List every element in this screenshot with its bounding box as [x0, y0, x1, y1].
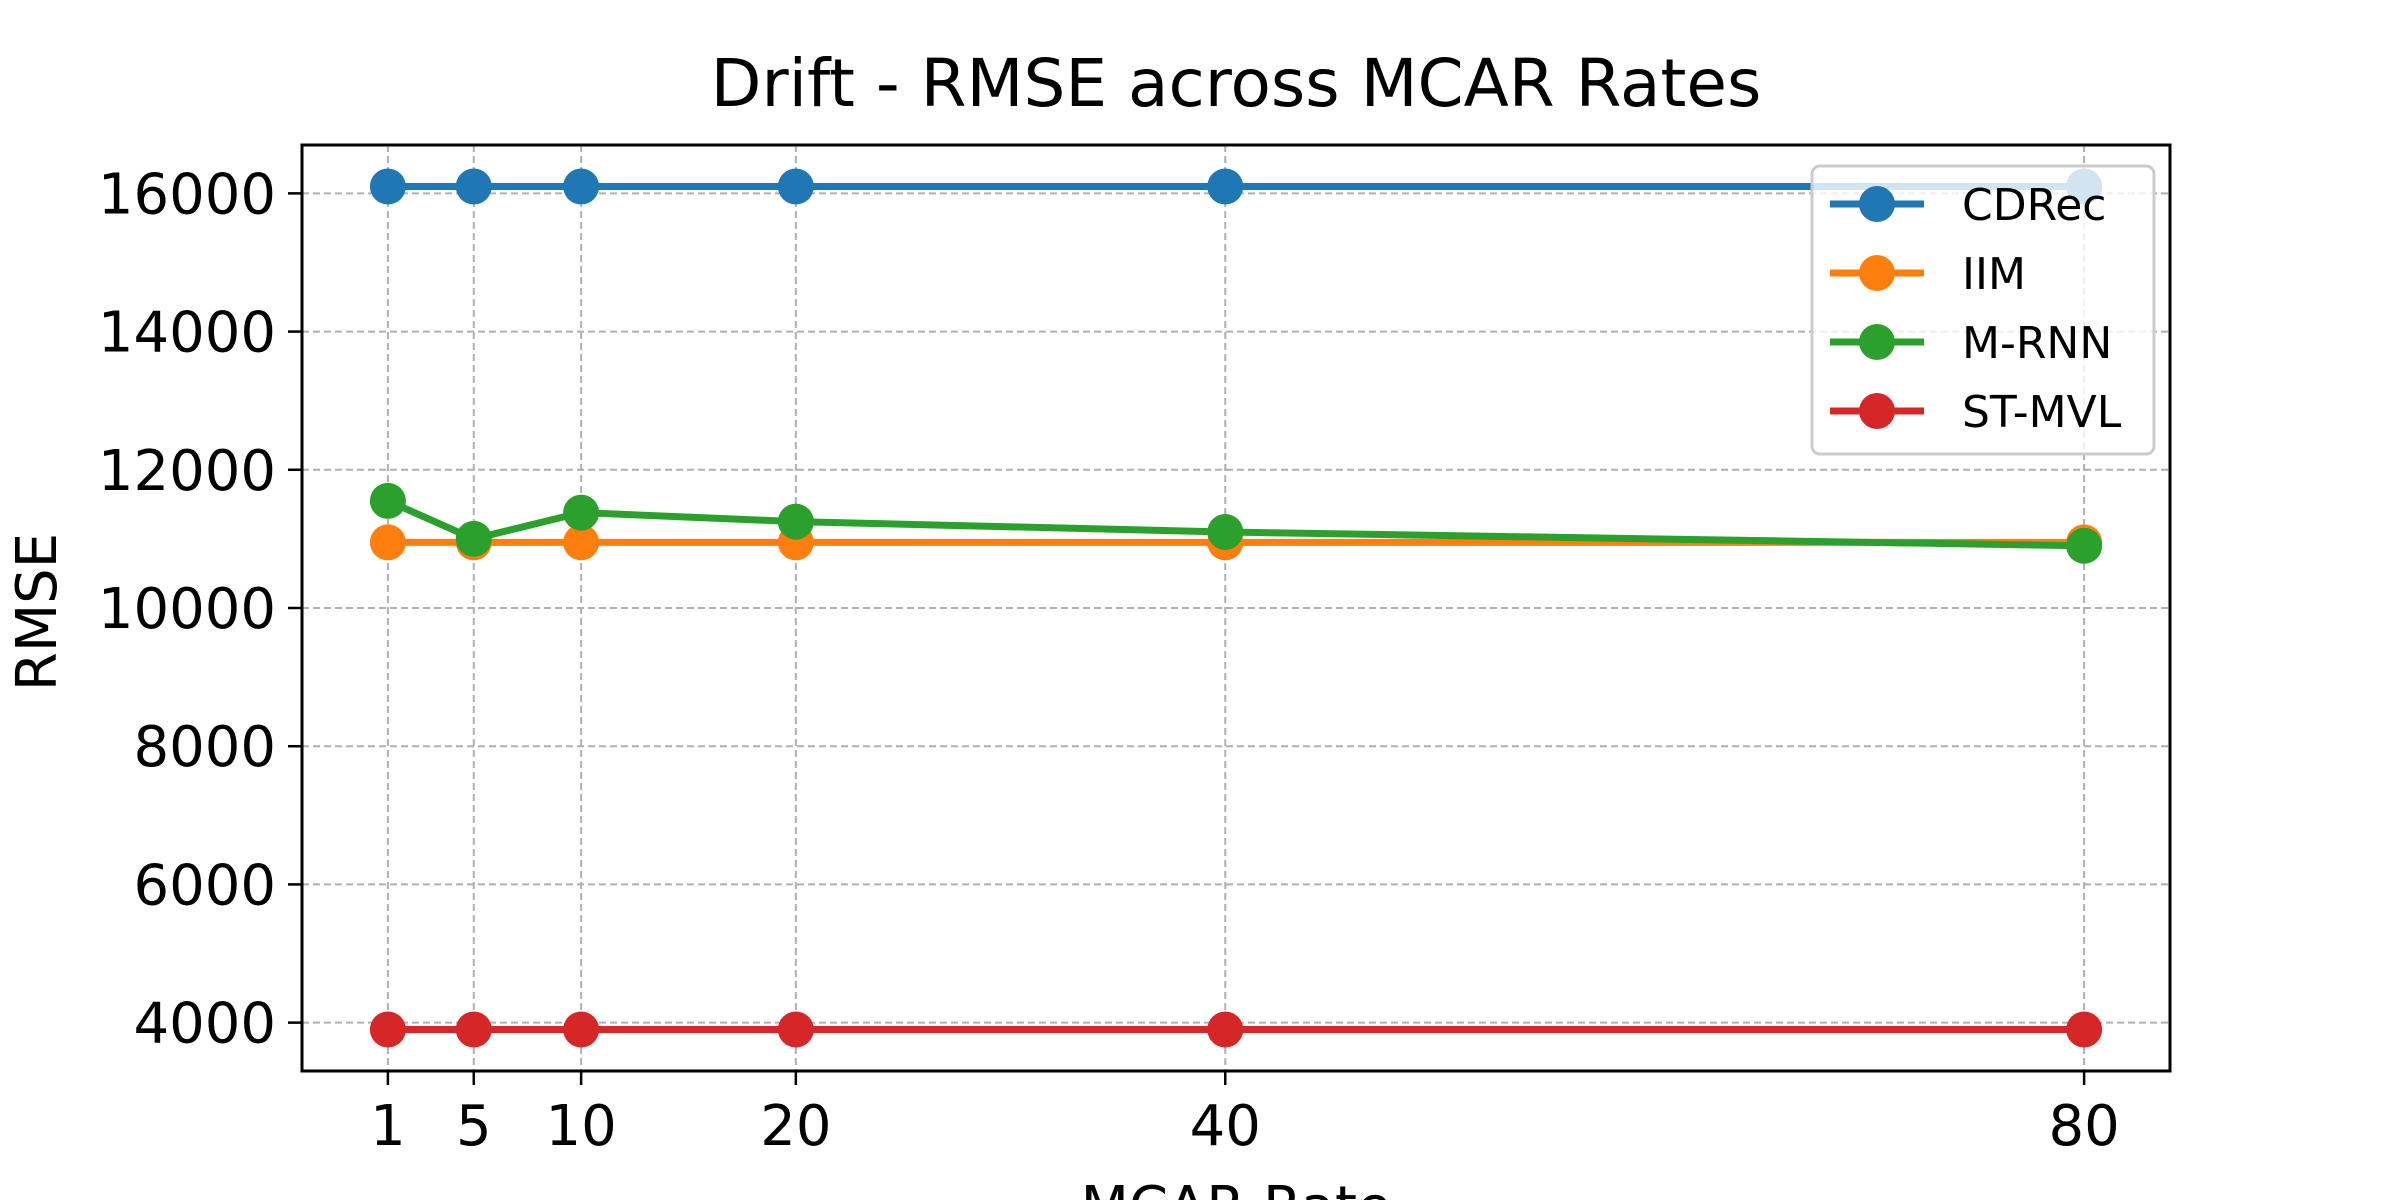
x-tick-label: 80	[2048, 1094, 2119, 1159]
legend-item: CDRec	[1830, 180, 2106, 231]
data-point	[455, 1011, 492, 1048]
legend-item: ST-MVL	[1830, 387, 2122, 438]
data-point	[1207, 513, 1244, 550]
data-point	[369, 1011, 406, 1048]
y-axis-label: RMSE	[5, 533, 70, 691]
legend-swatch-marker	[1859, 186, 1895, 222]
data-point	[455, 168, 492, 205]
data-point	[2066, 1011, 2103, 1048]
data-point	[563, 168, 600, 205]
axis-ticks: 1 5 10 20 40 80 4000 6000 8000 10000 12000 14000 160…	[98, 162, 2120, 1159]
data-point	[369, 482, 406, 519]
x-tick-label: 20	[760, 1094, 831, 1159]
data-point	[369, 524, 406, 561]
y-tick-label: 4000	[133, 992, 276, 1057]
legend-label: CDRec	[1962, 180, 2106, 231]
y-tick-label: 10000	[98, 577, 276, 642]
legend-box	[1810, 164, 2156, 456]
data-point	[777, 1011, 814, 1048]
legend-label: IIM	[1962, 249, 2026, 300]
y-tick-label: 8000	[133, 715, 276, 780]
data-point	[2066, 527, 2103, 564]
y-tick-label: 12000	[98, 439, 276, 504]
data-point	[563, 494, 600, 531]
series-cdrec	[369, 168, 2103, 205]
series-m-rnn	[369, 482, 2103, 564]
x-tick-label: 1	[370, 1094, 406, 1159]
series-group	[369, 168, 2103, 1048]
legend-swatch-marker	[1859, 393, 1895, 429]
legend-swatch-marker	[1859, 255, 1895, 291]
y-tick-label: 6000	[133, 853, 276, 918]
y-tick-label: 16000	[98, 162, 276, 227]
data-point	[563, 524, 600, 561]
data-point	[777, 168, 814, 205]
series-st-mvl	[369, 1011, 2103, 1048]
legend-item: IIM	[1830, 249, 2026, 300]
y-tick-label: 14000	[98, 301, 276, 366]
data-point	[563, 1011, 600, 1048]
x-tick-label: 5	[456, 1094, 492, 1159]
x-tick-label: 40	[1190, 1094, 1261, 1159]
data-point	[369, 168, 406, 205]
x-axis-label: MCAR Rate	[1081, 1175, 1392, 1200]
legend-label: M-RNN	[1962, 318, 2112, 369]
data-point	[777, 503, 814, 540]
legend-swatch-marker	[1859, 324, 1895, 360]
legend-label: ST-MVL	[1962, 387, 2122, 438]
data-point	[1207, 168, 1244, 205]
legend-item: M-RNN	[1830, 318, 2112, 369]
legend: CDRec IIM M-RNN ST-MVL	[1810, 164, 2156, 456]
data-point	[1207, 1011, 1244, 1048]
x-tick-label: 10	[545, 1094, 616, 1159]
data-point	[455, 520, 492, 557]
chart-title: Drift - RMSE across MCAR Rates	[711, 45, 1762, 122]
